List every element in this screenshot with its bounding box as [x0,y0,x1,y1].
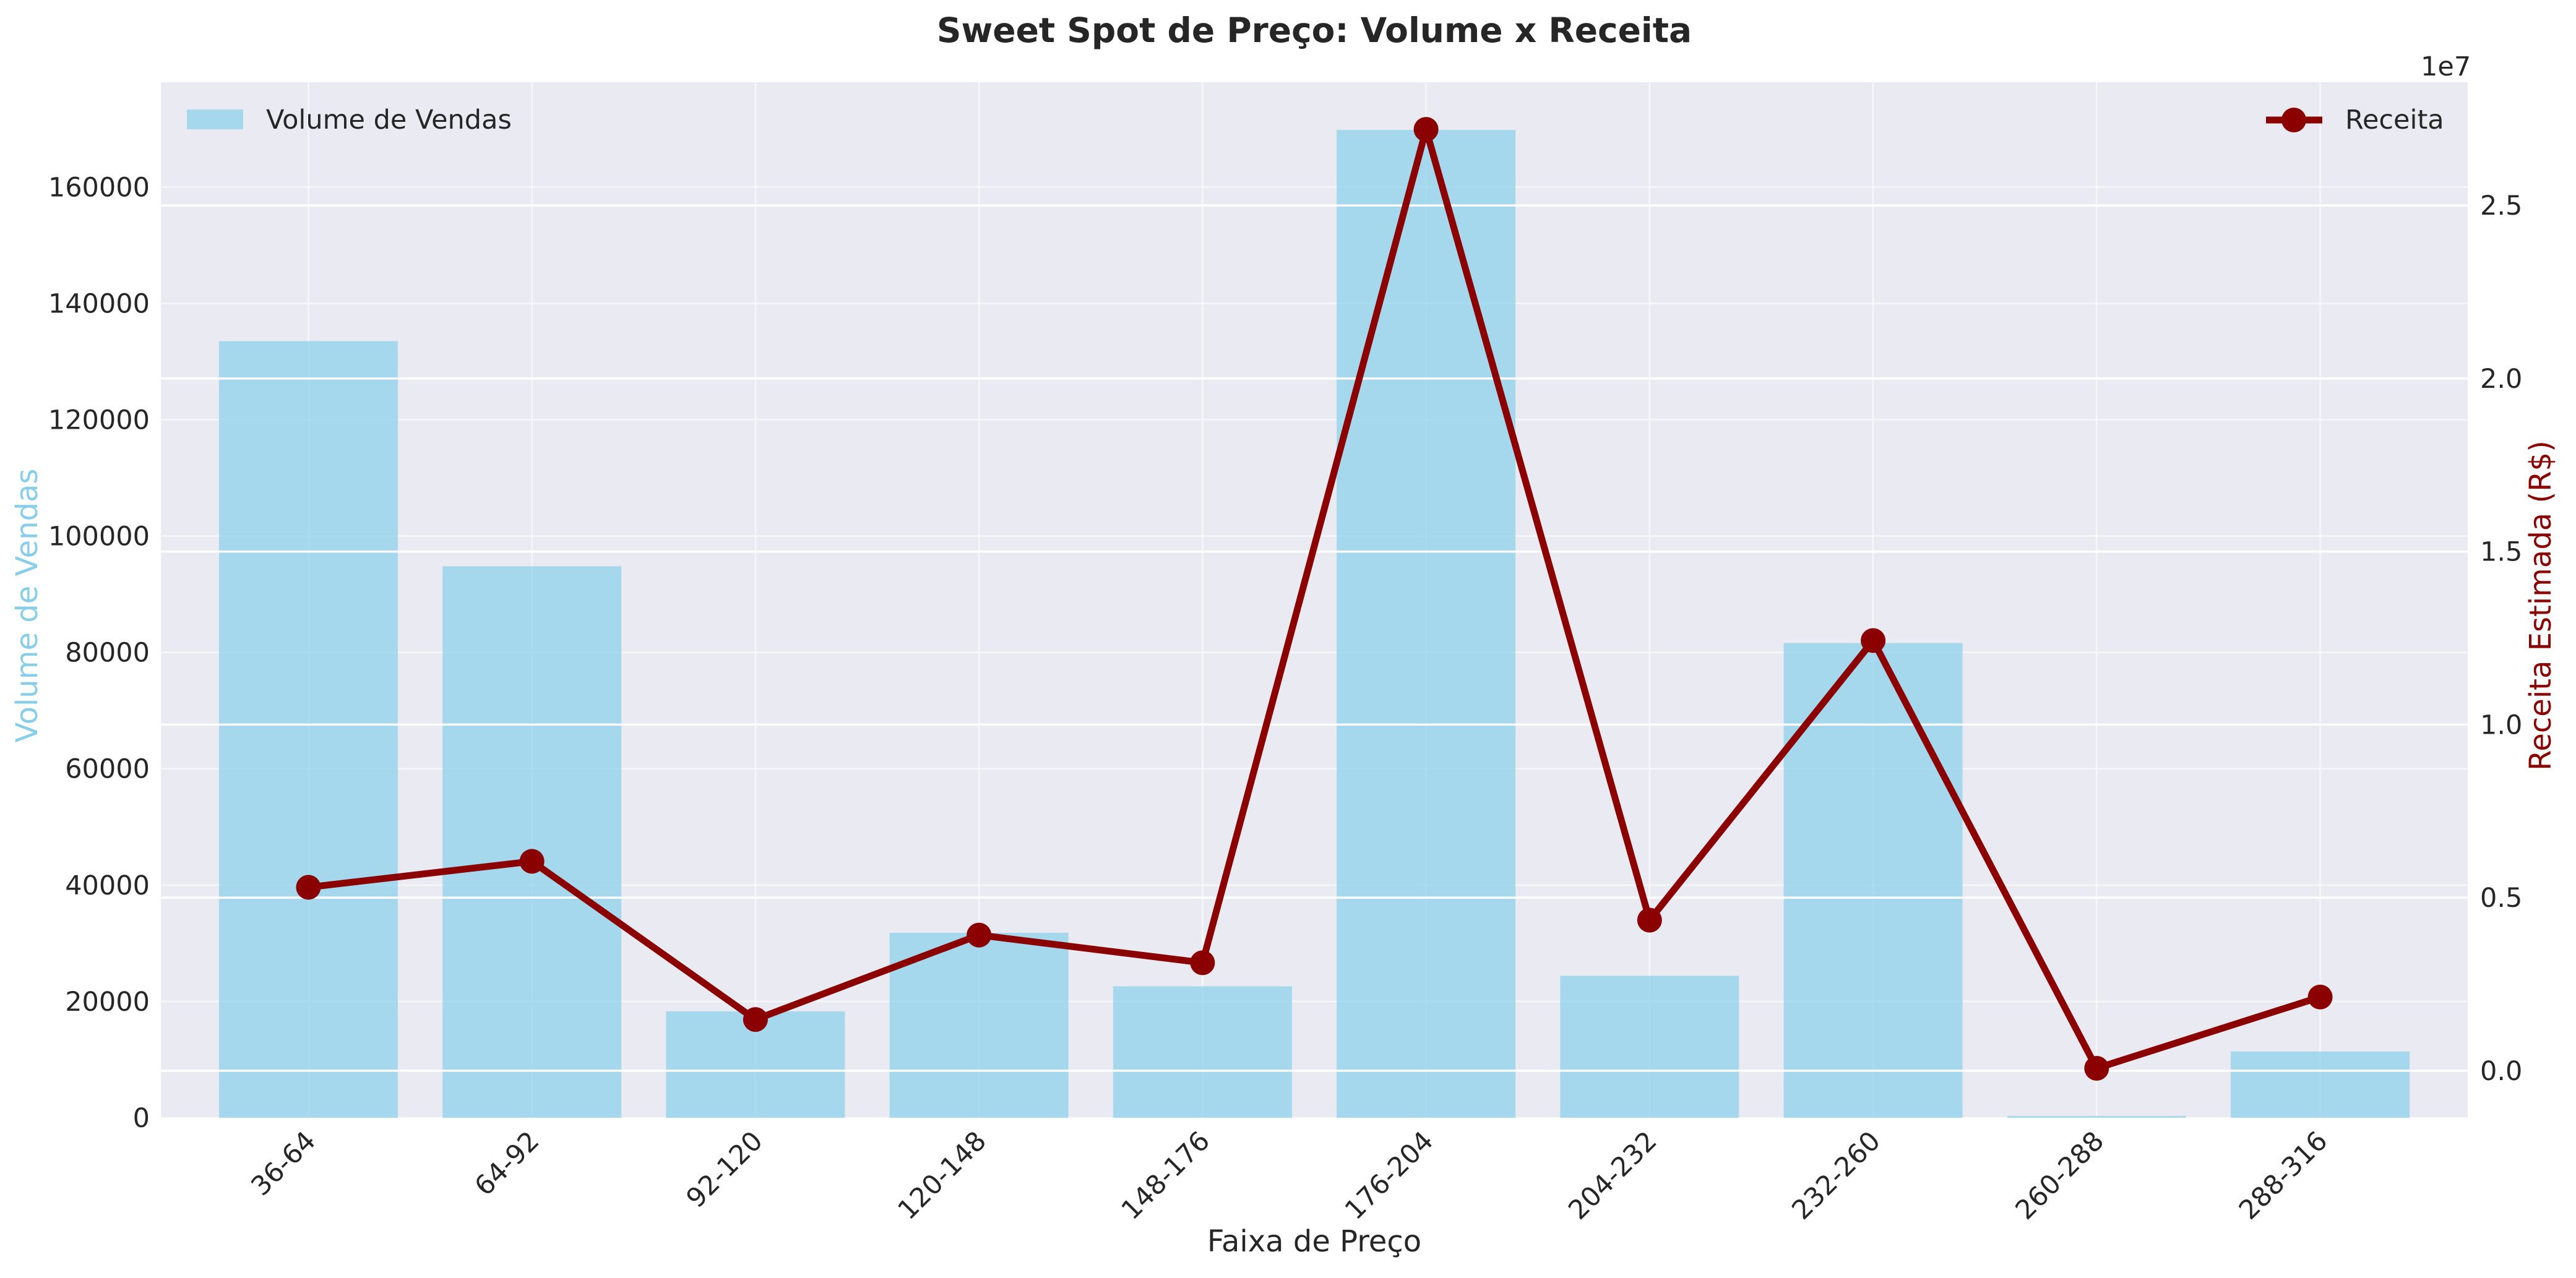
bar-series [218,130,2410,1118]
bar-260-288 [2007,1116,2186,1118]
y2-grid-lines [161,204,2468,1072]
revenue-point-120-148 [967,922,992,948]
y2-tick-label: 2.5 [2480,191,2522,221]
revenue-line [304,126,2324,1072]
bar-232-260 [1783,643,1963,1118]
bar-36-64 [218,341,398,1118]
y-tick-label: 100000 [48,521,150,552]
bar-176-204 [1337,130,1516,1118]
y2-tick-label: 0.5 [2480,883,2522,914]
legend-swatch-volume [187,109,243,129]
y-tick-label: 60000 [65,754,150,785]
y-tick-label: 40000 [65,870,150,901]
revenue-point-288-316 [2307,984,2333,1010]
y-tick-label: 80000 [65,638,150,669]
chart-title: Sweet Spot de Preço: Volume x Receita [937,11,1692,50]
y-tick-label: 160000 [48,172,150,203]
y2-tick-label: 0.0 [2480,1056,2522,1087]
y2-tick-label: 1.0 [2480,710,2522,740]
bar-204-232 [1560,976,1739,1118]
bar-148-176 [1113,986,1292,1118]
revenue-point-260-288 [2084,1055,2109,1081]
bar-64-92 [442,566,622,1118]
line-series [296,117,2333,1081]
legend-label-volume: Volume de Vendas [266,105,512,135]
revenue-point-148-176 [1190,950,1215,976]
bar-120-148 [889,932,1069,1118]
revenue-point-64-92 [519,849,545,874]
legend-volume: Volume de Vendas [187,105,512,135]
revenue-point-92-120 [743,1007,768,1032]
y2-axis-title: Receita Estimada (R$) [2523,440,2558,771]
revenue-point-232-260 [1861,628,1886,653]
y-tick-label: 20000 [65,987,150,1018]
revenue-point-36-64 [296,875,321,900]
bar-288-316 [2231,1051,2410,1118]
legend-marker-revenue [2281,108,2306,132]
legend-label-revenue: Receita [2345,105,2444,135]
y-tick-label: 140000 [48,288,150,319]
y2-tick-label: 1.5 [2480,537,2522,568]
y-axis-title: Volume de Vendas [10,469,45,743]
revenue-point-176-204 [1413,117,1439,142]
revenue-point-204-232 [1637,907,1662,933]
y-tick-label: 0 [133,1103,150,1134]
y2-axis-offset-text: 1e7 [2421,51,2471,82]
legend-revenue: Receita [2266,105,2444,135]
y-tick-label: 120000 [48,405,150,435]
x-axis-title: Faixa de Preço [1207,1224,1421,1259]
y2-tick-label: 2.0 [2480,364,2522,395]
